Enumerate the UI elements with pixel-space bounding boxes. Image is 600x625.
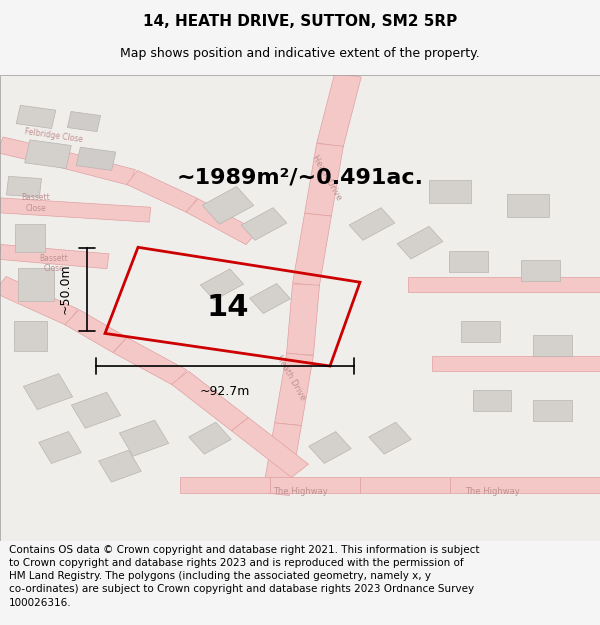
Polygon shape — [65, 309, 127, 352]
Text: Bassett
Close: Bassett Close — [40, 254, 68, 273]
Polygon shape — [309, 432, 351, 463]
Polygon shape — [127, 171, 197, 212]
Text: ~1989m²/~0.491ac.: ~1989m²/~0.491ac. — [176, 168, 424, 187]
Polygon shape — [349, 208, 395, 240]
Polygon shape — [521, 260, 560, 281]
Polygon shape — [200, 269, 244, 300]
Text: 14: 14 — [207, 293, 249, 322]
Polygon shape — [533, 334, 571, 356]
Text: Contains OS data © Crown copyright and database right 2021. This information is : Contains OS data © Crown copyright and d… — [9, 545, 479, 608]
Polygon shape — [14, 321, 47, 351]
Polygon shape — [533, 400, 571, 421]
Polygon shape — [202, 186, 254, 224]
Polygon shape — [67, 111, 101, 132]
Polygon shape — [369, 422, 411, 454]
Polygon shape — [99, 450, 141, 482]
Polygon shape — [432, 356, 600, 371]
Polygon shape — [450, 477, 600, 493]
Polygon shape — [76, 148, 116, 171]
Text: ~92.7m: ~92.7m — [200, 384, 250, 398]
Polygon shape — [172, 371, 248, 431]
Polygon shape — [113, 338, 187, 385]
Text: The Highway: The Highway — [272, 488, 328, 496]
Polygon shape — [241, 208, 287, 240]
Text: Heath Drive: Heath Drive — [310, 153, 344, 202]
Polygon shape — [39, 431, 81, 464]
Polygon shape — [23, 374, 73, 409]
Polygon shape — [250, 284, 290, 314]
Text: Felbridge Close: Felbridge Close — [24, 127, 84, 144]
Polygon shape — [180, 477, 270, 493]
Polygon shape — [305, 144, 343, 216]
Polygon shape — [270, 477, 360, 493]
Polygon shape — [263, 423, 301, 496]
Polygon shape — [0, 137, 63, 167]
Polygon shape — [25, 140, 71, 169]
Polygon shape — [287, 284, 319, 355]
Polygon shape — [189, 422, 231, 454]
Text: Heath Drive: Heath Drive — [274, 354, 308, 402]
Polygon shape — [461, 321, 499, 342]
Polygon shape — [360, 477, 450, 493]
Polygon shape — [71, 392, 121, 428]
Polygon shape — [0, 244, 109, 269]
Polygon shape — [16, 105, 56, 129]
Polygon shape — [397, 226, 443, 259]
Polygon shape — [15, 224, 45, 252]
Polygon shape — [473, 391, 511, 411]
Text: Map shows position and indicative extent of the property.: Map shows position and indicative extent… — [120, 48, 480, 61]
Polygon shape — [18, 268, 54, 301]
Polygon shape — [232, 418, 308, 478]
Polygon shape — [0, 276, 78, 325]
Polygon shape — [275, 353, 313, 426]
Polygon shape — [7, 176, 41, 197]
Polygon shape — [507, 194, 549, 217]
Polygon shape — [317, 73, 361, 147]
Polygon shape — [429, 180, 471, 203]
Polygon shape — [408, 277, 600, 292]
Text: The Highway: The Highway — [464, 488, 520, 496]
Polygon shape — [0, 198, 151, 222]
Polygon shape — [293, 213, 331, 286]
Polygon shape — [56, 151, 136, 185]
Polygon shape — [119, 420, 169, 456]
Polygon shape — [449, 251, 487, 272]
Text: 14, HEATH DRIVE, SUTTON, SM2 5RP: 14, HEATH DRIVE, SUTTON, SM2 5RP — [143, 14, 457, 29]
Polygon shape — [186, 199, 258, 244]
Text: ~50.0m: ~50.0m — [59, 264, 72, 314]
Text: Bassett
Close: Bassett Close — [22, 193, 50, 213]
